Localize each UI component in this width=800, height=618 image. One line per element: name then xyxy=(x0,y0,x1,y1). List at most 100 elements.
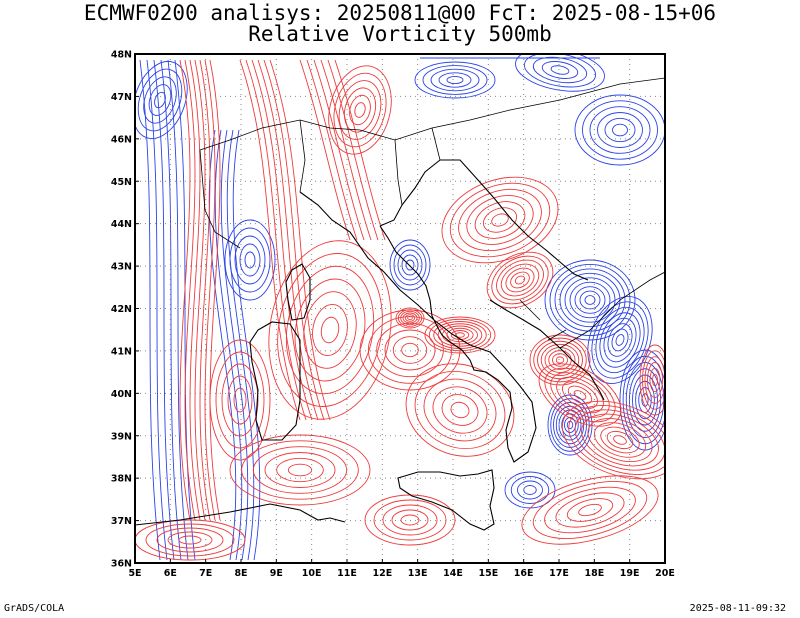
lon-tick-label: 20E xyxy=(655,568,675,579)
contour-line xyxy=(241,440,359,500)
contour-line xyxy=(143,76,177,124)
contour-line xyxy=(400,310,420,326)
contour-line xyxy=(441,176,559,264)
contour-line xyxy=(611,328,629,352)
contour-line xyxy=(591,301,649,379)
contour-line xyxy=(652,373,658,387)
contour-line xyxy=(226,129,255,561)
contour-line xyxy=(264,452,336,488)
contour-line xyxy=(569,281,611,319)
contour-line xyxy=(604,117,636,143)
contour-line xyxy=(214,129,243,561)
contour-line xyxy=(432,386,488,434)
contour-line xyxy=(215,351,265,449)
contour-line xyxy=(562,381,598,409)
contour-line xyxy=(647,362,663,398)
contour-line xyxy=(285,265,375,395)
contour-line xyxy=(600,426,640,454)
contour-line xyxy=(156,527,224,553)
contour-line xyxy=(574,286,606,314)
lat-lon-grid xyxy=(135,54,665,563)
contour-line xyxy=(373,499,447,541)
contour-line xyxy=(224,219,276,301)
contour-line xyxy=(220,129,249,561)
lat-tick-label: 38N xyxy=(111,474,132,485)
contour-line xyxy=(597,112,643,148)
contour-line xyxy=(391,509,429,531)
sicily-coastline xyxy=(397,469,495,531)
contour-line xyxy=(167,59,189,561)
contour-line xyxy=(401,342,419,358)
contour-line xyxy=(559,272,621,328)
contour-line xyxy=(555,356,565,364)
lon-tick-label: 12E xyxy=(372,568,392,579)
contour-line xyxy=(199,59,211,521)
contour-line xyxy=(466,195,534,245)
contour-line xyxy=(154,91,166,109)
contour-line xyxy=(229,434,371,506)
contour-line xyxy=(384,329,436,371)
contour-line xyxy=(529,334,591,386)
contour-line xyxy=(397,249,423,281)
lat-tick-label: 37N xyxy=(111,516,132,527)
contour-line xyxy=(587,418,653,462)
contour-line xyxy=(167,531,213,549)
contour-line xyxy=(573,390,587,400)
contour-line xyxy=(537,340,583,380)
contour-line xyxy=(422,65,488,95)
contour-line xyxy=(189,59,201,521)
contour-line xyxy=(561,400,665,480)
contour-line xyxy=(269,59,331,421)
contour-line xyxy=(382,504,438,536)
contour-line xyxy=(145,523,235,557)
contour-line xyxy=(486,251,554,309)
contour-line xyxy=(312,304,348,356)
italy-coastline xyxy=(299,191,537,463)
contour-line xyxy=(251,59,313,421)
contour-line xyxy=(313,59,365,241)
contour-line xyxy=(209,59,221,521)
contour-line xyxy=(574,94,665,166)
contour-line xyxy=(474,201,526,239)
lon-tick-label: 13E xyxy=(408,568,428,579)
lon-tick-label: 5E xyxy=(128,568,141,579)
contour-line xyxy=(532,56,588,84)
contour-line xyxy=(566,498,614,522)
lat-tick-label: 45N xyxy=(111,177,132,188)
contour-line xyxy=(510,271,530,289)
contour-line xyxy=(649,367,661,393)
contour-line xyxy=(589,106,651,154)
contour-line xyxy=(567,385,593,405)
contour-line xyxy=(194,59,206,521)
coastlines xyxy=(135,77,665,531)
apulia-coastline xyxy=(489,299,605,401)
contour-line xyxy=(523,485,537,495)
longitude-labels: 5E 6E 7E 8E 9E 10E 11E 12E 13E 14E 15E 16E 17E 18E 19E… xyxy=(128,559,675,579)
contour-line xyxy=(595,306,645,374)
contour-line xyxy=(613,435,627,445)
contour-line xyxy=(424,316,496,354)
contour-line xyxy=(414,370,506,450)
lon-tick-label: 16E xyxy=(514,568,534,579)
contour-line xyxy=(320,316,340,344)
lon-tick-label: 11E xyxy=(337,568,357,579)
contour-line xyxy=(521,475,659,545)
contour-line xyxy=(135,519,246,561)
lon-tick-label: 19E xyxy=(620,568,640,579)
adriatic-coastline xyxy=(379,159,589,281)
lon-tick-label: 9E xyxy=(270,568,283,579)
sardinia-coastline xyxy=(249,321,301,441)
footer-timestamp: 2025-08-11-09:32 xyxy=(689,603,786,614)
contour-line xyxy=(639,344,665,416)
contour-line xyxy=(268,240,392,420)
lat-tick-label: 43N xyxy=(111,262,132,273)
contour-line xyxy=(320,59,372,241)
contour-line xyxy=(430,68,480,92)
contour-line xyxy=(153,59,175,561)
contour-line xyxy=(354,102,366,118)
contour-line xyxy=(615,334,625,346)
contour-line xyxy=(538,363,622,427)
contour-line xyxy=(505,267,535,293)
contour-line xyxy=(568,405,665,475)
